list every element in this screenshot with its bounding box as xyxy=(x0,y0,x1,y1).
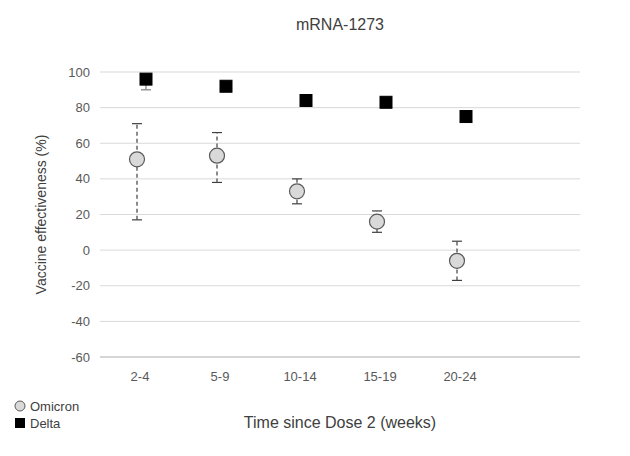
error-bar-part xyxy=(136,124,137,220)
point xyxy=(130,152,145,167)
point xyxy=(460,111,472,123)
point xyxy=(380,96,392,108)
grid-line xyxy=(100,285,580,286)
y-tick-label: 60 xyxy=(76,136,90,151)
point xyxy=(210,148,225,163)
y-tick-label: 40 xyxy=(76,171,90,186)
grid-line xyxy=(100,107,580,108)
legend-label: Omicron xyxy=(30,399,79,414)
x-axis-title: Time since Dose 2 (weeks) xyxy=(244,414,436,431)
background xyxy=(0,0,630,456)
legend-label: Delta xyxy=(30,416,61,431)
y-axis-title: Vaccine effectiveness (%) xyxy=(33,135,49,295)
y-tick-label: -40 xyxy=(71,314,90,329)
grid-line xyxy=(100,143,580,144)
grid-line xyxy=(100,214,580,215)
point xyxy=(140,73,152,85)
chart: -60 -40 -20 0 20 40 60 80 100 2-4 5-9 10-14 15-19 20-… xyxy=(0,0,630,456)
error-bar-part xyxy=(132,219,142,220)
x-tick-label: 20-24 xyxy=(443,369,476,384)
point xyxy=(450,253,465,268)
x-tick-label: 10-14 xyxy=(283,369,316,384)
point xyxy=(300,95,312,107)
legend-marker xyxy=(15,418,25,428)
error-bar-part xyxy=(141,89,151,90)
error-bar-part xyxy=(132,123,142,124)
y-tick-label: 20 xyxy=(76,207,90,222)
grid-line xyxy=(100,321,580,322)
title: mRNA-1273 xyxy=(296,16,384,33)
grid-line xyxy=(100,178,580,179)
error-bar-part xyxy=(212,182,222,183)
error-bar-part xyxy=(372,210,382,211)
y-tick-label: -20 xyxy=(71,278,90,293)
x-tick-label: 2-4 xyxy=(131,369,150,384)
chart-container: -60 -40 -20 0 20 40 60 80 100 2-4 5-9 10-14 15-19 20-… xyxy=(0,0,630,456)
y-tick-label: 80 xyxy=(76,100,90,115)
error-bar-part xyxy=(292,203,302,204)
grid-line xyxy=(100,357,580,358)
x-axis-line xyxy=(100,357,580,358)
error-bar-part xyxy=(452,241,462,242)
plot-area xyxy=(130,73,473,280)
error-bar-part xyxy=(452,280,462,281)
error-bar-part xyxy=(372,232,382,233)
error-bar-part xyxy=(292,178,302,179)
point xyxy=(220,80,232,92)
point xyxy=(370,214,385,229)
x-tick-label: 15-19 xyxy=(363,369,396,384)
point xyxy=(290,184,305,199)
error-bar xyxy=(132,124,142,220)
legend: Omicron Delta xyxy=(15,399,79,431)
y-tick-label: 100 xyxy=(68,65,90,80)
grid-line xyxy=(100,72,580,73)
legend-marker xyxy=(15,401,25,411)
error-bar-part xyxy=(212,132,222,133)
x-tick-label: 5-9 xyxy=(211,369,230,384)
grid-line xyxy=(100,250,580,251)
y-tick-label: -60 xyxy=(71,350,90,365)
y-tick-label: 0 xyxy=(83,243,90,258)
